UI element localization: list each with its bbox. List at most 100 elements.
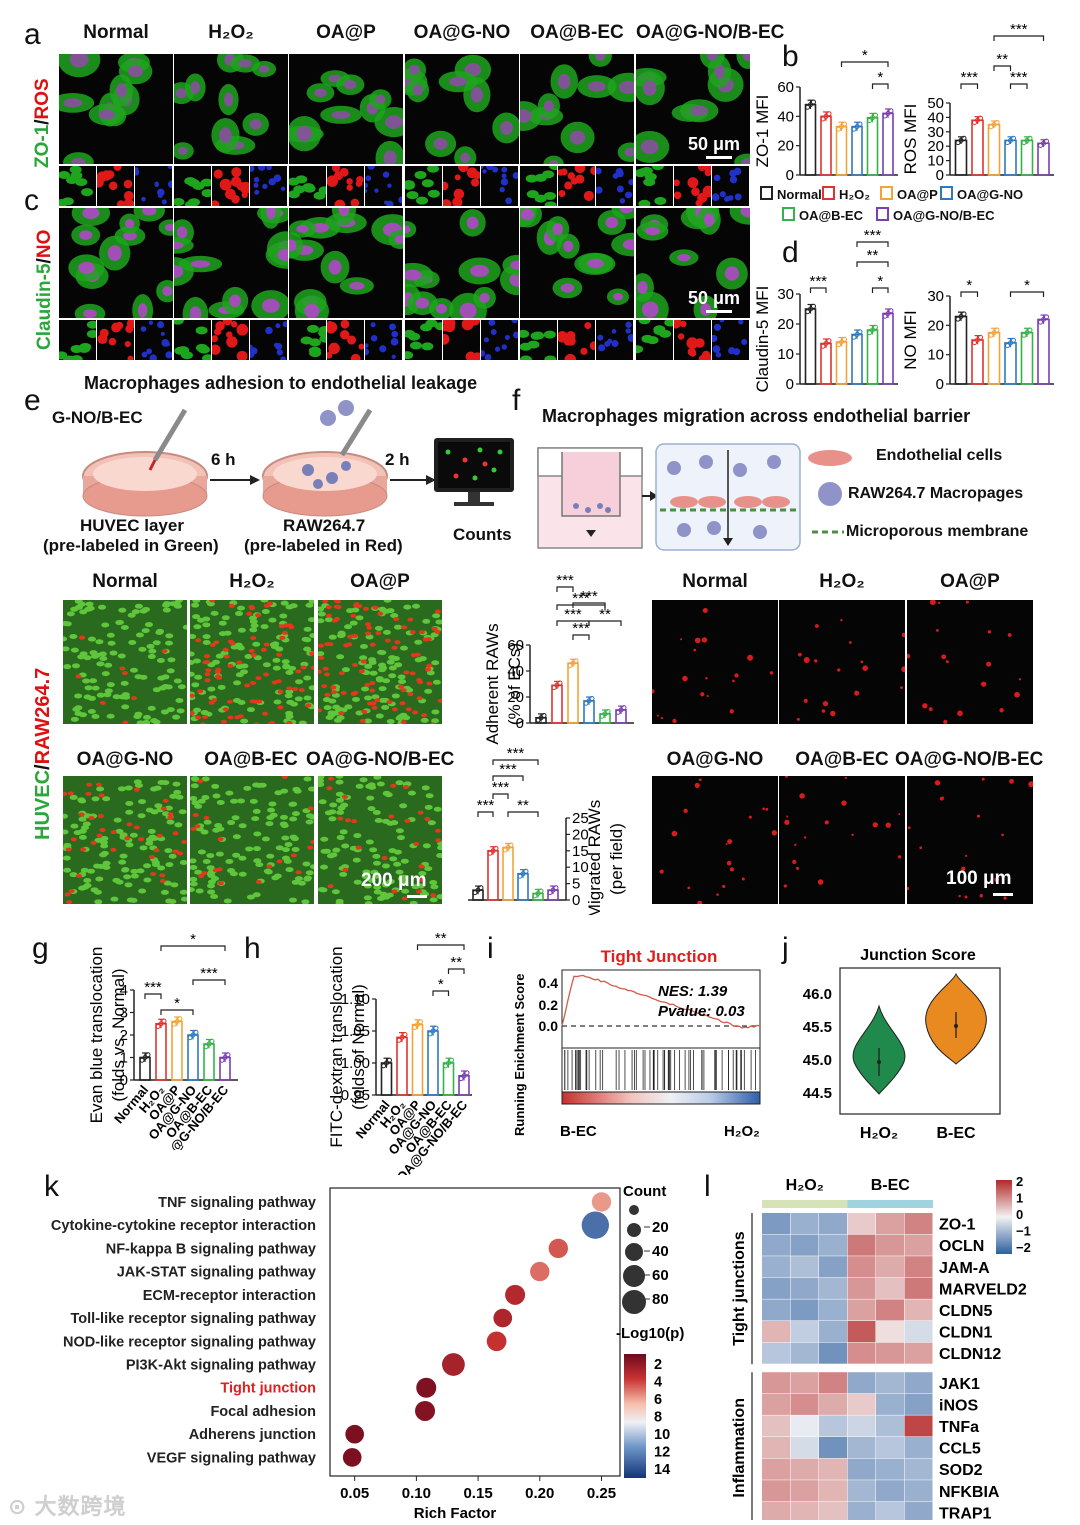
chart-gsea-tight-junction: Tight Junction 0.4 0.2 0.0 NES: 1.39 Pva… [512,947,761,1140]
heatmap-cell [819,1234,847,1256]
heatmap-cell [847,1342,876,1364]
data-point [553,885,559,891]
kegg-pathway-label: PI3K-Akt signaling pathway [126,1358,316,1374]
data-point [567,663,573,669]
panel-e-title: Macrophages adhesion to endothelial leak… [84,373,478,393]
heatmap-cell [847,1277,876,1299]
heatmap-scale-label: 2 [1016,1174,1023,1189]
significance-bracket [492,793,509,799]
heatmap-scale-label: −1 [1016,1224,1031,1239]
significance-bracket [507,811,539,817]
heatmap-cell [847,1321,876,1343]
zo1-channel-image [636,166,673,206]
data-point [464,1070,470,1076]
panel-letter-h: h [244,932,261,965]
data-point [505,845,511,851]
heatmap-cell [790,1234,819,1256]
zo1-channel-image [712,166,749,206]
zo1-channel-image [443,166,480,206]
gsea-ytick-1: 0.2 [539,997,559,1013]
significance-bracket [192,979,226,985]
data-point [225,1052,231,1058]
y-tick-label: 10 [572,859,589,876]
heatmap-cell [790,1321,819,1343]
heatmap-cell [876,1342,904,1364]
panel-e-step1-line2: (pre-labeled in Green) [43,536,219,555]
zo1-channel-image [481,166,518,206]
data-point [978,115,983,121]
bar [866,117,879,176]
label-sep: / [32,119,53,125]
heatmap-cell [762,1501,790,1520]
heatmap-col-group: B-EC [871,1177,911,1194]
data-point [573,658,579,664]
significance-label: * [966,277,972,294]
heatmap-cell [904,1415,933,1437]
significance-label: *** [1010,22,1028,38]
data-point [472,890,478,896]
heatmap-row-group: Tight junctions [731,1231,748,1345]
data-point [854,124,860,130]
scale-bar-label: 50 μm [688,134,741,154]
data-point [557,680,563,686]
kegg-bubble [581,1211,609,1239]
heatmap-cell [876,1501,904,1520]
data-point [972,340,977,346]
significance-bracket [416,944,465,950]
y-tick-label: 20 [927,138,944,155]
bar [820,115,832,176]
heatmap-cell [819,1437,847,1459]
y-tick-label: 10 [777,346,794,363]
significance-bracket [856,241,889,247]
bar [954,315,968,385]
adhesion-image [63,600,187,724]
kegg-x-tick: 0.05 [340,1485,369,1502]
label-sep: / [34,258,55,264]
data-point [873,112,878,118]
kegg-pathway-label: ECM-receptor interaction [143,1288,316,1304]
bar [155,1022,167,1081]
kegg-pathway-label: Cytokine-cytokine receptor interaction [51,1218,316,1234]
kegg-bubble [548,1238,568,1259]
data-point [461,1073,467,1079]
panel-letter-b: b [782,40,799,73]
panel-a-col-header: OA@B-EC [530,22,624,43]
data-point [520,871,526,877]
data-point [870,327,875,333]
panel-e-step1-line1: HUVEC layer [80,516,184,535]
kegg-color-legend-label: 8 [654,1410,662,1426]
bar [567,662,579,724]
data-point [538,715,544,721]
bar [171,1020,183,1081]
cld5-merged-image [636,208,750,318]
zo1-merged-image [520,54,634,164]
heatmap-cell [904,1277,933,1299]
heatmap-cell [876,1213,904,1235]
significance-bracket [160,945,226,951]
data-point [808,102,813,108]
data-point [174,1019,180,1024]
kegg-bubble [486,1331,507,1352]
significance-bracket [871,83,889,89]
y-tick-label: 0.95 [341,1087,370,1104]
legend-item: OA@G-NO/B-EC [876,207,995,223]
legend-macrophage-icon [818,482,842,506]
pipette-1 [148,408,188,471]
data-point [222,1055,228,1060]
data-point [823,341,829,346]
kegg-x-tick: 0.15 [463,1485,492,1502]
zo1-channel-image [250,166,287,206]
panel-f-scale-bar [993,893,1013,896]
kegg-color-legend-label: 12 [654,1445,670,1461]
gsea-ytick-0: 0.4 [539,975,559,991]
zo1-channel-image [135,166,172,206]
data-point [412,1024,417,1030]
bar [954,139,968,176]
cld5-channel-image [520,320,557,360]
data-point [209,1038,215,1044]
panel-c-row-label: Claudin-5/NO [34,230,56,350]
panel-f-col-header: OA@G-NO [666,749,764,770]
data-point [502,847,508,853]
y-tick-label: 20 [777,316,794,333]
migration-image [907,600,1033,724]
